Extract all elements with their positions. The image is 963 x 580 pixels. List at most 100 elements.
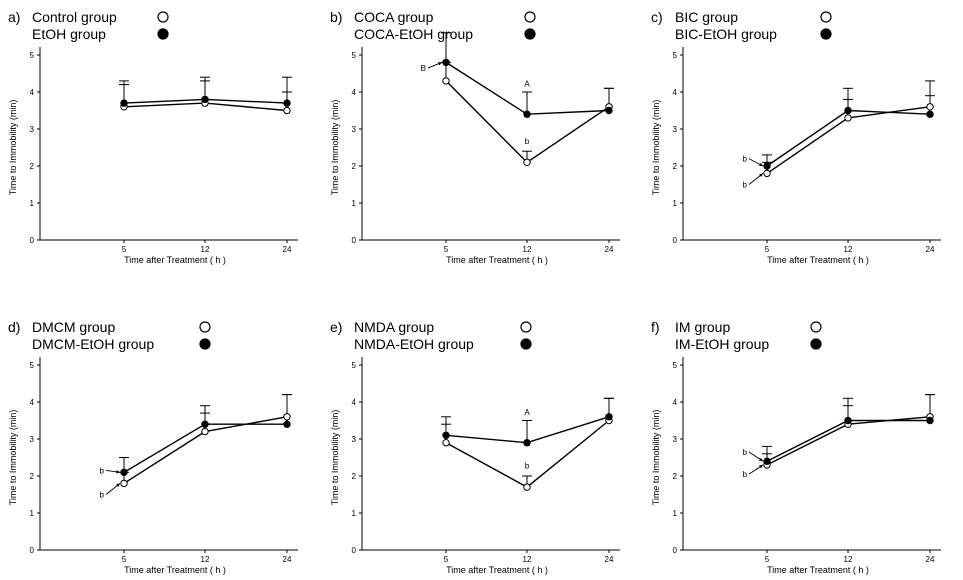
annotation-label: b: [100, 466, 105, 475]
annotation-label: b: [743, 448, 748, 457]
y-axis-label: Time to Immobility (min): [8, 100, 18, 196]
data-point-filled: [844, 416, 852, 425]
y-tick-label: 5: [673, 51, 678, 60]
annotation-label: b: [743, 155, 748, 164]
data-point-filled: [523, 110, 531, 118]
x-axis-label: Time after Treatment ( h ): [446, 565, 548, 575]
y-tick-label: 0: [30, 546, 35, 555]
panel-letter: d): [8, 319, 20, 335]
series-filled: [441, 397, 614, 444]
x-tick-label: 12: [523, 555, 532, 564]
legend-marker-filled: [810, 338, 822, 350]
legend-marker-filled: [820, 28, 832, 40]
y-tick-label: 4: [30, 398, 35, 407]
legend-marker-filled: [520, 338, 532, 350]
legend-label: EtOH group: [32, 26, 106, 42]
legend-label: NMDA group: [354, 319, 434, 335]
data-point-open: [844, 114, 852, 122]
y-axis-label: Time to Immobility (min): [651, 410, 661, 506]
annotation-label: b: [525, 137, 530, 146]
y-tick-label: 2: [352, 472, 357, 481]
legend-marker-open: [520, 321, 532, 333]
data-point-open: [442, 439, 450, 447]
data-point-filled: [926, 416, 934, 425]
data-point-open: [523, 483, 531, 491]
annotation-arrowhead: [759, 464, 763, 469]
data-point-open: [120, 479, 128, 488]
y-tick-label: 1: [30, 509, 35, 518]
annotation-label: b: [100, 491, 105, 500]
data-point-open: [442, 77, 450, 85]
data-point-filled: [605, 413, 613, 421]
data-point-filled: [763, 162, 771, 170]
data-point-open: [763, 169, 771, 178]
y-tick-label: 5: [352, 361, 357, 370]
legend-marker-filled: [524, 28, 536, 40]
legend-marker-open: [199, 321, 211, 333]
y-tick-label: 3: [673, 125, 678, 134]
x-tick-label: 24: [283, 555, 292, 564]
x-tick-label: 12: [844, 245, 853, 254]
y-tick-label: 2: [352, 162, 357, 171]
x-tick-label: 5: [765, 245, 770, 254]
x-tick-label: 5: [444, 245, 449, 254]
data-point-filled: [442, 58, 450, 67]
legend-label: DMCM group: [32, 319, 115, 335]
y-tick-label: 3: [352, 435, 357, 444]
data-point-open: [523, 158, 531, 167]
y-axis-label: Time to Immobility (min): [8, 410, 18, 506]
x-tick-label: 5: [765, 555, 770, 564]
y-tick-label: 1: [30, 199, 35, 208]
y-tick-label: 5: [352, 51, 357, 60]
legend-marker-filled: [199, 338, 211, 350]
annotation-arrowhead: [759, 173, 763, 178]
panel-letter: e): [330, 319, 342, 335]
x-tick-label: 24: [926, 555, 935, 564]
data-point-filled: [605, 106, 613, 115]
y-tick-label: 0: [352, 546, 357, 555]
legend-marker-filled: [157, 28, 169, 40]
x-tick-label: 12: [201, 555, 210, 564]
x-tick-label: 24: [605, 245, 614, 254]
x-tick-label: 24: [926, 245, 935, 254]
x-axis-label: Time after Treatment ( h ): [767, 565, 869, 575]
annotation-arrowhead: [116, 470, 120, 474]
data-point-filled: [763, 457, 771, 465]
y-tick-label: 4: [30, 88, 35, 97]
chart-panel-b: b) COCA group COCA-EtOH group 0 1 2 3 4 5 5 12 24 Ti…: [322, 0, 640, 270]
y-axis-label: Time to Immobility (min): [330, 410, 340, 506]
data-point-open: [926, 103, 934, 111]
annotation-label: b: [743, 181, 748, 190]
x-tick-label: 24: [605, 555, 614, 564]
data-point-filled: [120, 468, 128, 477]
annotation-label: A: [524, 79, 530, 88]
annotation-arrowhead: [759, 457, 763, 462]
data-point-filled: [523, 439, 531, 447]
data-point-filled: [844, 106, 852, 115]
x-tick-label: 5: [122, 245, 127, 254]
y-tick-label: 2: [673, 472, 678, 481]
annotation-label: b: [743, 470, 748, 479]
data-point-open: [283, 413, 291, 421]
annotation-arrowhead: [759, 162, 763, 166]
legend-label: BIC-EtOH group: [675, 26, 777, 42]
y-tick-label: 1: [673, 509, 678, 518]
annotation-arrowhead: [116, 483, 120, 488]
data-point-filled: [120, 99, 128, 107]
data-point-open: [283, 106, 291, 115]
x-tick-label: 5: [444, 555, 449, 564]
y-tick-label: 0: [352, 236, 357, 245]
x-tick-label: 5: [122, 555, 127, 564]
y-tick-label: 0: [673, 236, 678, 245]
annotation-label: b: [525, 462, 530, 471]
y-axis-label: Time to Immobility (min): [330, 100, 340, 196]
chart-panel-a: a) Control group EtOH group 0 1 2 3 4 5 5 12 24 Time…: [0, 0, 318, 270]
chart-panel-e: e) NMDA group NMDA-EtOH group 0 1 2 3 4 5 5 12 24 Ti…: [322, 310, 640, 580]
panel-letter: f): [651, 319, 660, 335]
y-tick-label: 1: [352, 509, 357, 518]
panel-letter: b): [330, 9, 342, 25]
